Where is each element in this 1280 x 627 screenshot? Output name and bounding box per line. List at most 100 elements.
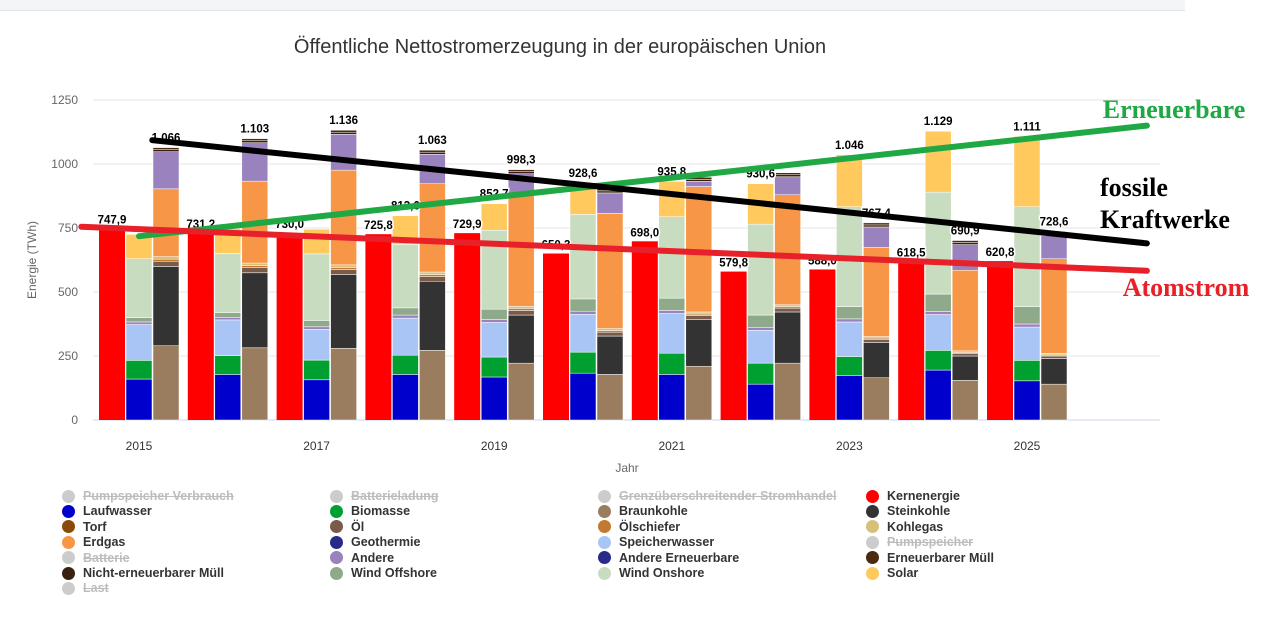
bar-erneuerbar-wind-onshore-2021 — [658, 216, 686, 299]
legend-item-grenzüberschreitender-stromhandel[interactable]: Grenzüberschreitender Stromhandel — [598, 489, 836, 503]
bar-erneuerbar-wind-offshore-2015 — [125, 317, 153, 323]
label-erneuerbare-total-2020: 928,6 — [569, 168, 598, 180]
bar-erneuerbar-laufwasser-2023 — [836, 375, 863, 421]
bar-fossil-öl-2023 — [863, 339, 890, 343]
bar-kernenergie-2021 — [631, 241, 658, 420]
bar-erneuerbar-solar-2021 — [658, 181, 686, 217]
legend-marker — [62, 520, 75, 534]
legend-item-wind-onshore[interactable]: Wind Onshore — [598, 566, 704, 580]
legend-item-andere-erneuerbare[interactable]: Andere Erneuerbare — [598, 551, 739, 565]
legend-label: Solar — [887, 566, 919, 580]
label-kernenergie-2015: 747,9 — [98, 215, 127, 227]
bar-fossil-erneuerbarer-müll-2023 — [863, 222, 890, 226]
legend-item-biomasse[interactable]: Biomasse — [330, 504, 410, 518]
legend-label: Erdgas — [83, 535, 126, 550]
legend-marker — [866, 551, 879, 565]
bar-erneuerbar-wind-offshore-2023 — [836, 306, 863, 320]
legend-marker — [62, 504, 75, 518]
bar-erneuerbar-solar-2017 — [303, 229, 330, 255]
bar-erneuerbar-andere-2017 — [303, 326, 330, 330]
legend-marker — [330, 535, 343, 549]
bar-erneuerbar-solar-2024 — [924, 130, 952, 193]
bar-erneuerbar-biomasse-2015 — [125, 360, 153, 380]
legend-item-pumpspeicher-verbrauch[interactable]: Pumpspeicher Verbrauch — [62, 489, 234, 503]
label-erneuerbare-total-2024: 1.129 — [924, 116, 953, 128]
legend-item-kernenergie[interactable]: Kernenergie — [866, 489, 960, 503]
bar-erneuerbar-wind-onshore-2016 — [214, 253, 242, 313]
annotation-fossile: fossile — [1100, 173, 1168, 202]
bar-fossil-steinkohle-2023 — [863, 342, 890, 379]
y-tick-label-0: 0 — [71, 413, 78, 427]
bar-fossil-erdgas-2015 — [152, 188, 180, 257]
bar-erneuerbar-wind-onshore-2024 — [924, 191, 952, 295]
bar-fossil-kohlegas-2018 — [419, 271, 446, 275]
legend-item-erdgas[interactable]: Erdgas — [62, 535, 125, 549]
legend-item-batterieladung[interactable]: Batterieladung — [330, 489, 439, 503]
bar-erneuerbar-speicherwasser-2015 — [125, 324, 153, 361]
x-tick-label-2023: 2023 — [836, 439, 863, 453]
legend-item-ölschiefer[interactable]: Ölschiefer — [598, 520, 680, 534]
legend-label: Batterieladung — [351, 489, 439, 503]
trend-line-erneuerbare — [136, 122, 1150, 240]
annotation-kraftwerke: Kraftwerke — [1100, 205, 1230, 234]
bar-fossil-ölschiefer-2017 — [330, 267, 357, 270]
label-fossil-total-2018: 1.063 — [418, 135, 447, 147]
legend-item-torf[interactable]: Torf — [62, 520, 106, 534]
bar-erneuerbar-speicherwasser-2022 — [747, 330, 774, 364]
label-kernenergie-2018: 725,8 — [364, 220, 393, 232]
bar-erneuerbar-andere-2018 — [392, 314, 419, 319]
bar-fossil-öl-2016 — [241, 267, 269, 274]
legend-item-pumpspeicher[interactable]: Pumpspeicher — [866, 535, 973, 549]
x-tick-label-2025: 2025 — [1014, 439, 1041, 453]
bar-fossil-steinkohle-2024 — [951, 355, 979, 381]
bar-fossil-steinkohle-2021 — [685, 319, 713, 367]
bar-fossil-nicht-erneuerbarer-müll-2022 — [774, 174, 801, 178]
bar-fossil-andere-2022 — [774, 176, 801, 195]
bar-fossil-braunkohle-2017 — [330, 348, 357, 421]
legend-item-speicherwasser[interactable]: Speicherwasser — [598, 535, 714, 549]
legend-item-last[interactable]: Last — [62, 581, 109, 595]
bar-fossil-öl-2022 — [774, 307, 801, 313]
bar-fossil-öl-2015 — [152, 261, 180, 267]
legend-item-kohlegas[interactable]: Kohlegas — [866, 520, 943, 534]
legend-item-öl[interactable]: Öl — [330, 520, 364, 534]
legend-item-erneuerbarer-müll[interactable]: Erneuerbarer Müll — [866, 551, 994, 565]
label-kernenergie-2019: 729,9 — [453, 219, 482, 231]
legend-item-nicht-erneuerbarer-müll[interactable]: Nicht-erneuerbarer Müll — [62, 566, 224, 580]
bar-fossil-nicht-erneuerbarer-müll-2021 — [685, 179, 713, 182]
bar-fossil-öl-2018 — [419, 276, 446, 282]
bar-erneuerbar-solar-2025 — [1013, 136, 1041, 208]
trend-line-fossile-kraftwerke — [149, 137, 1150, 247]
annotation-erneuerbare: Erneuerbare — [1103, 95, 1246, 124]
bar-erneuerbar-biomasse-2024 — [924, 350, 952, 371]
x-axis-label: Jahr — [615, 461, 638, 475]
x-tick-label-2019: 2019 — [481, 439, 508, 453]
bar-erneuerbar-wind-offshore-2017 — [303, 320, 330, 328]
bar-erneuerbar-speicherwasser-2024 — [924, 314, 952, 351]
bar-kernenergie-2020 — [543, 253, 569, 420]
legend-item-braunkohle[interactable]: Braunkohle — [598, 504, 688, 518]
y-axis-label: Energie (TWh) — [25, 221, 39, 299]
bar-fossil-steinkohle-2015 — [152, 266, 180, 347]
bar-erneuerbar-laufwasser-2019 — [480, 376, 508, 421]
bar-fossil-braunkohle-2020 — [596, 374, 624, 421]
legend-item-batterie[interactable]: Batterie — [62, 551, 130, 565]
legend-item-steinkohle[interactable]: Steinkohle — [866, 504, 950, 518]
legend-item-solar[interactable]: Solar — [866, 566, 918, 580]
legend-item-geothermie[interactable]: Geothermie — [330, 535, 420, 549]
bar-kernenergie-2023 — [809, 269, 836, 420]
legend-label: Pumpspeicher — [887, 535, 974, 550]
legend-label: Steinkohle — [887, 504, 951, 519]
annotation-atomstrom: Atomstrom — [1123, 273, 1250, 302]
bar-erneuerbar-andere-2020 — [569, 310, 597, 315]
bar-erneuerbar-andere-2024 — [924, 311, 952, 315]
bar-erneuerbar-biomasse-2023 — [836, 356, 863, 376]
legend-item-andere[interactable]: Andere — [330, 551, 394, 565]
bar-erneuerbar-laufwasser-2017 — [303, 379, 330, 421]
trend-lines — [78, 122, 1150, 274]
bar-erneuerbar-wind-onshore-2018 — [392, 244, 419, 309]
bar-erneuerbar-wind-onshore-2020 — [569, 214, 597, 300]
legend-item-laufwasser[interactable]: Laufwasser — [62, 504, 152, 518]
legend-item-wind-offshore[interactable]: Wind Offshore — [330, 566, 437, 580]
